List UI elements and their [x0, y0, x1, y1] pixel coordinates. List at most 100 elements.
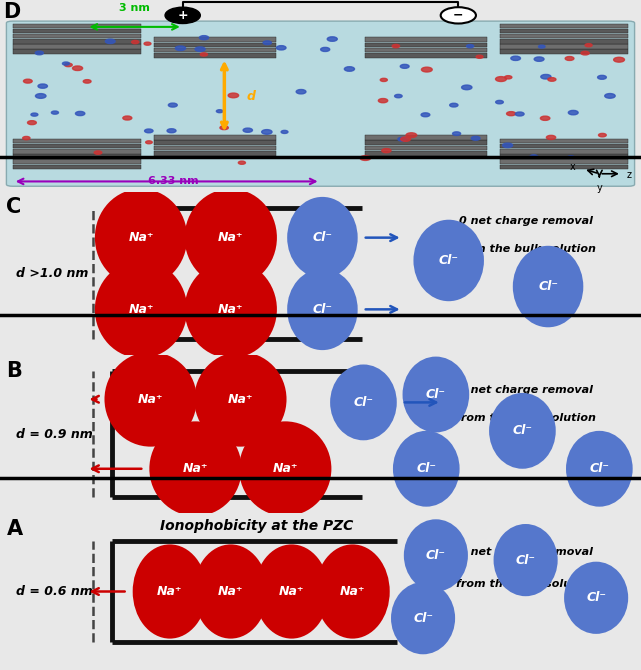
Text: Na⁺: Na⁺: [138, 393, 163, 406]
Bar: [13, 154, 141, 159]
Ellipse shape: [149, 421, 242, 516]
Text: Cl⁻: Cl⁻: [416, 462, 437, 475]
Bar: [365, 48, 487, 52]
Text: Cl⁻: Cl⁻: [515, 553, 536, 567]
Ellipse shape: [568, 155, 574, 159]
Text: d >1.0 nm: d >1.0 nm: [16, 267, 88, 280]
Ellipse shape: [199, 36, 208, 40]
Ellipse shape: [450, 103, 458, 107]
Bar: [500, 34, 628, 38]
Bar: [13, 44, 141, 49]
Ellipse shape: [391, 582, 455, 655]
Ellipse shape: [530, 155, 538, 158]
Ellipse shape: [31, 113, 38, 116]
Ellipse shape: [541, 74, 551, 79]
Ellipse shape: [585, 44, 592, 47]
Bar: [154, 146, 276, 150]
Ellipse shape: [296, 90, 306, 94]
Ellipse shape: [200, 53, 208, 56]
Bar: [154, 38, 276, 42]
Ellipse shape: [393, 431, 460, 507]
Ellipse shape: [315, 545, 390, 639]
Ellipse shape: [599, 133, 606, 137]
Ellipse shape: [239, 421, 331, 516]
Text: Na⁺: Na⁺: [128, 303, 154, 316]
Bar: [500, 165, 628, 169]
Text: Cl⁻: Cl⁻: [438, 254, 459, 267]
Bar: [500, 159, 628, 164]
Ellipse shape: [276, 46, 286, 50]
Bar: [500, 154, 628, 159]
Ellipse shape: [413, 220, 484, 302]
Ellipse shape: [462, 85, 472, 90]
Bar: [13, 159, 141, 164]
Ellipse shape: [604, 94, 615, 98]
Text: Na⁺: Na⁺: [218, 303, 244, 316]
Ellipse shape: [51, 111, 58, 114]
Ellipse shape: [506, 112, 515, 116]
Ellipse shape: [546, 135, 556, 139]
Text: Na⁺: Na⁺: [183, 462, 208, 475]
Ellipse shape: [515, 112, 524, 116]
Ellipse shape: [65, 63, 72, 67]
Ellipse shape: [378, 98, 388, 103]
Ellipse shape: [243, 128, 253, 132]
Ellipse shape: [105, 39, 115, 44]
Ellipse shape: [421, 67, 432, 72]
Bar: [500, 39, 628, 44]
Ellipse shape: [35, 94, 46, 98]
Ellipse shape: [263, 41, 271, 45]
Ellipse shape: [38, 84, 47, 88]
Ellipse shape: [133, 545, 207, 639]
Ellipse shape: [220, 126, 228, 129]
Bar: [365, 135, 487, 139]
Bar: [500, 29, 628, 34]
Ellipse shape: [495, 100, 503, 104]
Text: Na⁺: Na⁺: [340, 585, 365, 598]
Text: x: x: [569, 162, 575, 172]
Text: Na⁺: Na⁺: [279, 585, 304, 598]
Ellipse shape: [287, 197, 358, 279]
Ellipse shape: [453, 132, 461, 135]
Bar: [365, 146, 487, 150]
Text: C: C: [6, 197, 22, 217]
Ellipse shape: [28, 121, 37, 125]
Text: Na⁺: Na⁺: [128, 231, 154, 244]
Text: Cl⁻: Cl⁻: [538, 280, 558, 293]
Text: Ionophobicity at the PZC: Ionophobicity at the PZC: [160, 519, 353, 533]
Ellipse shape: [511, 56, 520, 60]
Ellipse shape: [564, 561, 628, 634]
Ellipse shape: [328, 37, 337, 42]
Text: B: B: [6, 361, 22, 381]
Ellipse shape: [400, 64, 409, 68]
Bar: [500, 139, 628, 143]
Ellipse shape: [421, 113, 430, 117]
Ellipse shape: [228, 93, 238, 98]
Text: +: +: [178, 9, 188, 22]
Text: Cl⁻: Cl⁻: [312, 303, 333, 316]
Ellipse shape: [131, 40, 139, 44]
Text: 6.33 nm: 6.33 nm: [148, 176, 198, 186]
Ellipse shape: [194, 545, 268, 639]
Bar: [365, 151, 487, 155]
Bar: [13, 29, 141, 34]
Ellipse shape: [513, 246, 583, 327]
Bar: [13, 165, 141, 169]
Ellipse shape: [35, 51, 44, 55]
Ellipse shape: [401, 137, 410, 141]
Ellipse shape: [540, 116, 550, 121]
Bar: [154, 48, 276, 52]
Bar: [13, 24, 141, 28]
Ellipse shape: [344, 67, 354, 71]
Bar: [500, 149, 628, 153]
Text: Na⁺: Na⁺: [218, 585, 244, 598]
Ellipse shape: [262, 129, 272, 134]
Ellipse shape: [72, 66, 83, 70]
Text: Na⁺: Na⁺: [218, 231, 244, 244]
Bar: [13, 50, 141, 54]
Ellipse shape: [581, 52, 589, 55]
Text: d: d: [247, 90, 256, 103]
Text: Cl⁻: Cl⁻: [353, 396, 374, 409]
Ellipse shape: [95, 261, 187, 358]
Ellipse shape: [195, 47, 205, 52]
